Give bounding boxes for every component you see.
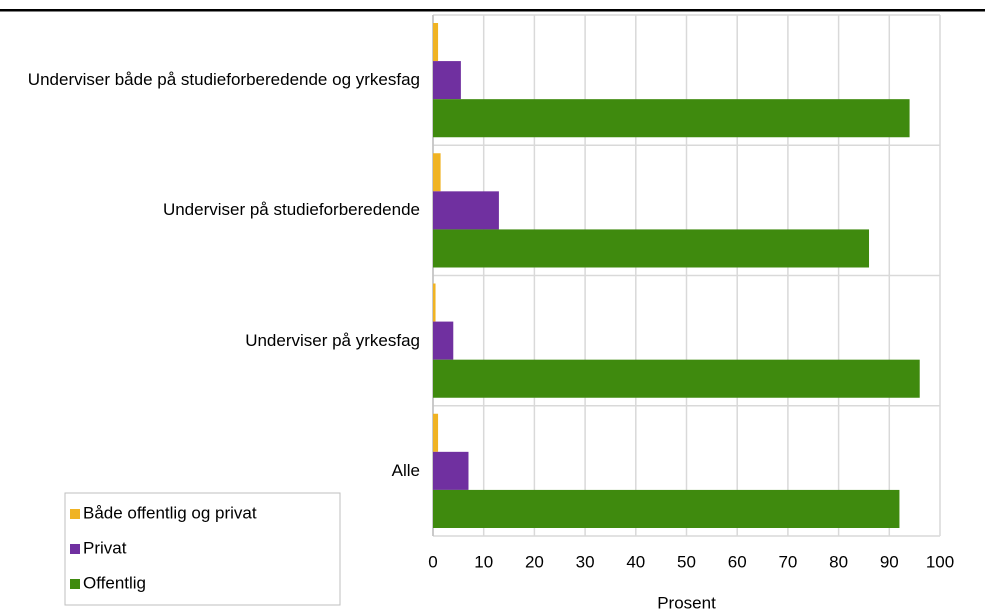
y-tick-label: Alle bbox=[391, 460, 420, 480]
legend-label: Både offentlig og privat bbox=[83, 503, 257, 522]
x-tick-label: 60 bbox=[728, 552, 747, 571]
top-rule bbox=[0, 9, 985, 12]
bar bbox=[433, 283, 436, 322]
bar bbox=[433, 321, 454, 360]
bar bbox=[433, 489, 900, 528]
bar bbox=[433, 153, 441, 192]
x-tick-label: 40 bbox=[626, 552, 645, 571]
bar bbox=[433, 61, 461, 100]
bar bbox=[433, 23, 439, 62]
bar bbox=[433, 229, 870, 268]
x-tick-label: 10 bbox=[474, 552, 493, 571]
legend-label: Privat bbox=[83, 538, 127, 557]
x-tick-label: 30 bbox=[576, 552, 595, 571]
bar bbox=[433, 451, 469, 490]
y-tick-label: Underviser på studieforberedende bbox=[162, 200, 420, 220]
bar bbox=[433, 191, 499, 230]
y-tick-label: Underviser både på studieforberedende og… bbox=[27, 70, 420, 90]
legend-label: Offentlig bbox=[83, 573, 146, 592]
legend-swatch bbox=[70, 544, 80, 554]
x-tick-label: 90 bbox=[880, 552, 899, 571]
x-tick-label: 50 bbox=[677, 552, 696, 571]
legend-swatch bbox=[70, 579, 80, 589]
x-tick-label: 70 bbox=[778, 552, 797, 571]
legend-swatch bbox=[70, 509, 80, 519]
x-axis-title: Prosent bbox=[657, 593, 716, 612]
x-tick-label: 0 bbox=[428, 552, 437, 571]
x-tick-label: 20 bbox=[525, 552, 544, 571]
x-tick-label: 80 bbox=[829, 552, 848, 571]
legend-box bbox=[64, 492, 341, 606]
bar bbox=[433, 359, 920, 398]
bar bbox=[433, 99, 910, 138]
y-tick-label: Underviser på yrkesfag bbox=[245, 330, 420, 350]
bar bbox=[433, 413, 439, 452]
x-tick-label: 100 bbox=[926, 552, 954, 571]
